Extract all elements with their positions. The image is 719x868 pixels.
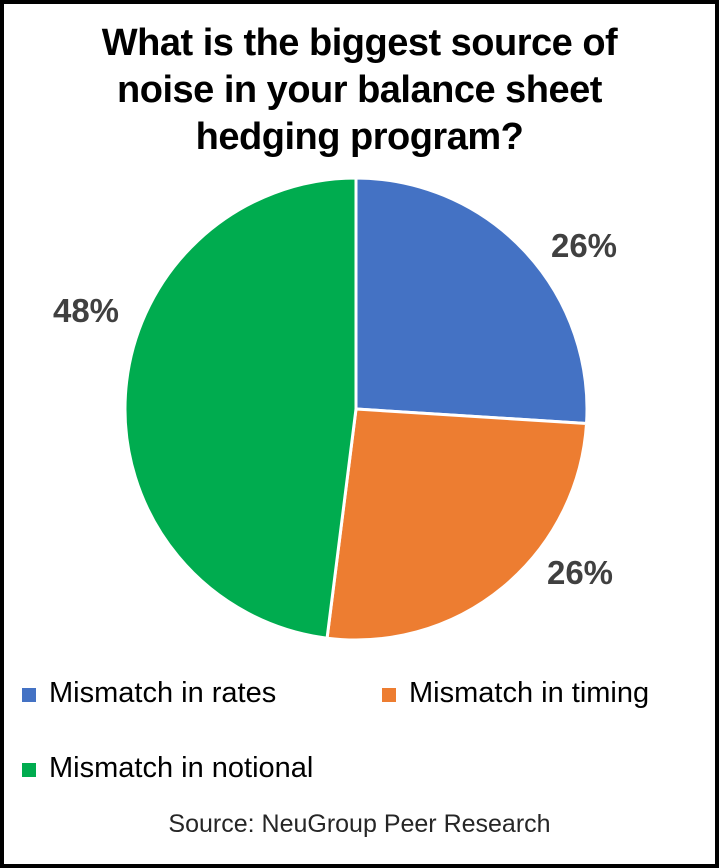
source-caption: Source: NeuGroup Peer Research bbox=[168, 810, 551, 838]
legend-label-timing: Mismatch in timing bbox=[409, 676, 650, 709]
data-label-rates: 26% bbox=[550, 227, 618, 264]
pie-slice-mismatch-in-rates bbox=[354, 176, 589, 426]
legend-swatch-timing-icon bbox=[382, 687, 396, 702]
chart-title-line-1: What is the biggest source of bbox=[101, 22, 618, 64]
legend-swatch-notional-icon bbox=[22, 762, 36, 777]
pie-chart bbox=[123, 176, 589, 642]
data-label-timing: 26% bbox=[546, 554, 614, 591]
legend-item-rates: Mismatch in rates bbox=[22, 675, 276, 711]
legend-swatch-rates-icon bbox=[22, 687, 36, 702]
pie-slice-mismatch-in-timing bbox=[325, 407, 589, 642]
legend-label-notional: Mismatch in notional bbox=[49, 751, 314, 784]
legend-item-timing: Mismatch in timing bbox=[382, 675, 649, 711]
data-label-notional: 48% bbox=[52, 292, 120, 329]
chart-title-line-2: noise in your balance sheet bbox=[117, 69, 602, 111]
pie-slice-mismatch-in-notional bbox=[123, 176, 358, 640]
legend-item-notional: Mismatch in notional bbox=[22, 750, 313, 786]
legend-label-rates: Mismatch in rates bbox=[49, 676, 277, 709]
chart-title-line-3: hedging program? bbox=[195, 116, 524, 158]
chart-title: What is the biggest source of noise in y… bbox=[4, 20, 715, 161]
